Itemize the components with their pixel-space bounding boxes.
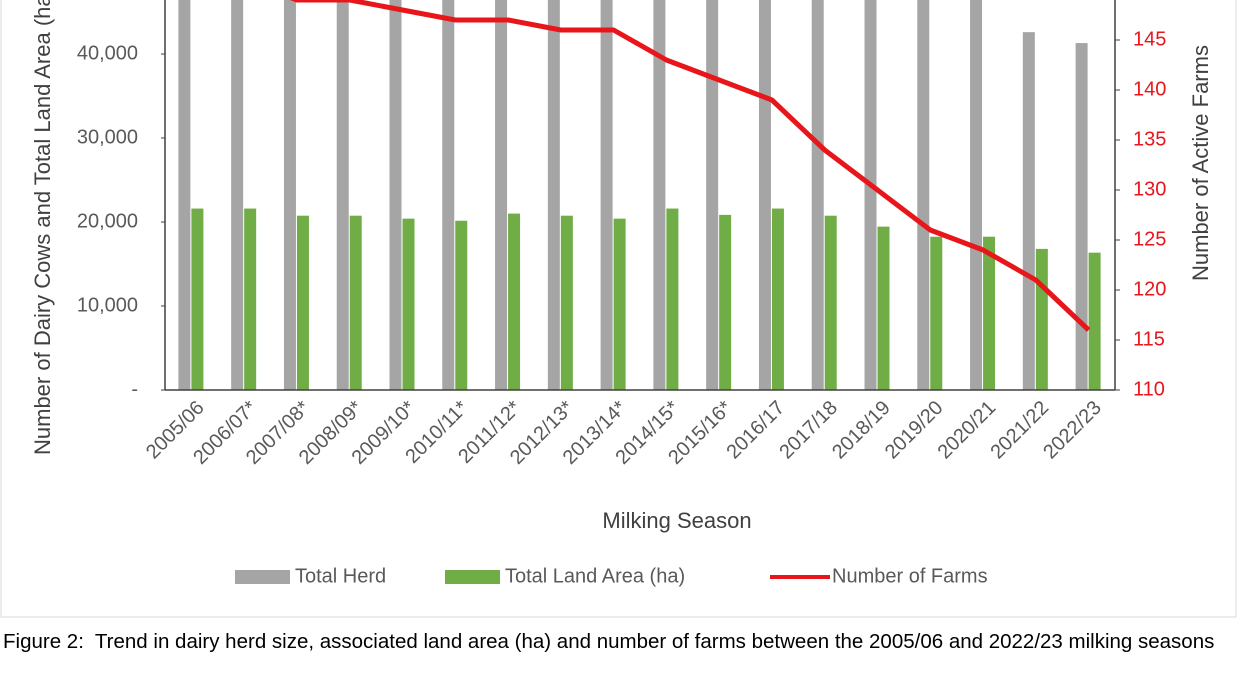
bar <box>970 0 983 391</box>
bar <box>244 208 257 390</box>
x-axis-title: Milking Season <box>602 508 751 533</box>
bar <box>930 236 943 390</box>
bar <box>1075 43 1088 390</box>
y-tick-label: - <box>131 378 138 400</box>
x-tick-label: 2020/21 <box>934 397 1001 464</box>
bar <box>495 0 508 390</box>
bar <box>613 218 626 390</box>
bar <box>1088 252 1101 390</box>
y-tick-label: 10,000 <box>77 294 138 316</box>
bar <box>771 208 784 390</box>
bar <box>336 0 349 391</box>
bar <box>600 0 613 390</box>
caption: Figure 2: Trend in dairy herd size, asso… <box>3 630 1215 653</box>
legend-swatch <box>235 570 290 584</box>
y2-tick-label: 115 <box>1133 328 1165 350</box>
y-tick-label: 40,000 <box>77 42 138 64</box>
bar <box>877 226 890 390</box>
bar <box>508 213 521 390</box>
bar <box>864 0 877 391</box>
x-tick-label: 2021/22 <box>986 397 1053 464</box>
bar <box>560 215 573 390</box>
bar <box>666 208 679 390</box>
bar <box>231 0 244 390</box>
bar <box>178 0 191 391</box>
bar <box>389 0 402 390</box>
x-tick-label: 2022/23 <box>1039 397 1106 464</box>
y2-tick-label: 110 <box>1133 378 1165 400</box>
bar <box>1022 32 1035 390</box>
y2-tick-label: 145 <box>1133 28 1166 50</box>
bar <box>402 218 415 390</box>
y-tick-label: 30,000 <box>77 126 138 148</box>
chart-frame <box>0 0 1237 618</box>
y-axis-title: Number of Dairy Cows and Total Land Area… <box>30 0 55 455</box>
bar <box>983 236 996 390</box>
y2-tick-label: 130 <box>1133 178 1166 200</box>
y2-tick-label: 120 <box>1133 278 1166 300</box>
chart: Milking Season Number of Dairy Cows and … <box>0 0 1237 618</box>
bar <box>1035 248 1048 390</box>
bar <box>547 0 560 390</box>
bar <box>824 215 837 390</box>
y-tick-label: 20,000 <box>77 210 138 232</box>
bar <box>706 0 719 390</box>
legend-swatch <box>445 570 500 584</box>
bar <box>191 208 204 390</box>
bar <box>349 215 362 390</box>
x-tick-label: 2016/17 <box>723 397 790 464</box>
x-tick-label: 2018/19 <box>828 397 895 464</box>
line <box>289 0 1091 332</box>
y2-tick-label: 135 <box>1133 128 1166 150</box>
x-tick-label: 2017/18 <box>775 397 842 464</box>
bar <box>719 214 732 390</box>
bar <box>442 0 455 390</box>
legend-label: Total Herd <box>295 565 386 587</box>
legend-label: Number of Farms <box>832 565 988 587</box>
bar <box>283 0 296 391</box>
y2-tick-label: 140 <box>1133 78 1166 100</box>
bar <box>653 0 666 391</box>
bar <box>758 0 771 390</box>
bar <box>811 0 824 391</box>
y2-axis-title: Number of Active Farms <box>1188 45 1213 281</box>
bar <box>917 0 930 390</box>
x-tick-label: 2019/20 <box>881 397 948 464</box>
y2-tick-label: 125 <box>1133 228 1166 250</box>
bar <box>296 215 309 390</box>
legend-label: Total Land Area (ha) <box>505 565 685 587</box>
bar <box>455 220 468 390</box>
